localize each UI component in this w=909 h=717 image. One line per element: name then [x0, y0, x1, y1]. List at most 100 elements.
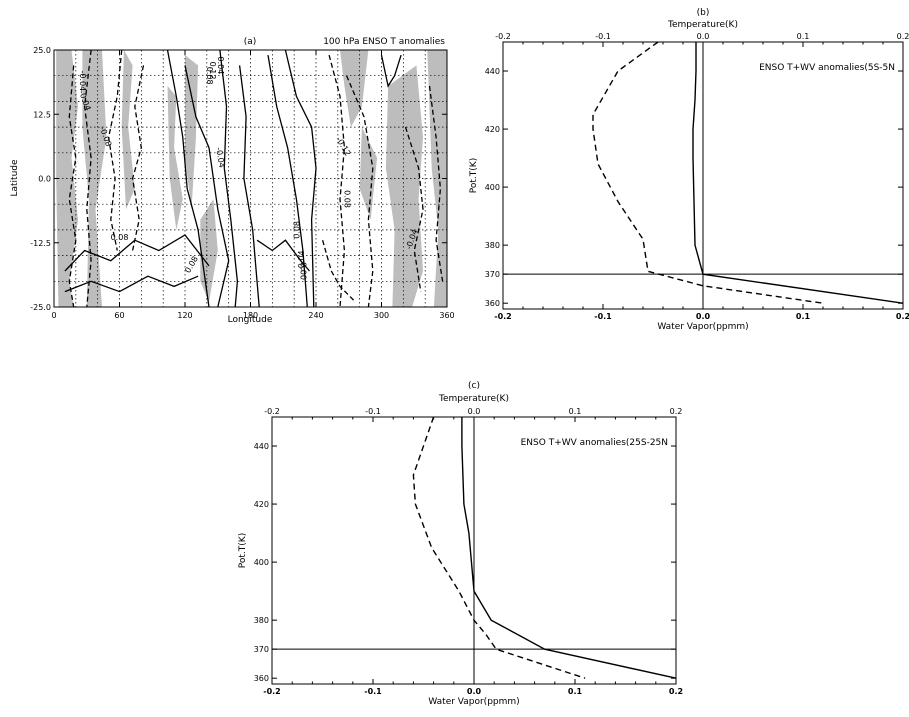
- y-tick-label-b: 420: [485, 125, 500, 134]
- chart-title-a: 100 hPa ENSO T anomalies: [323, 37, 445, 47]
- y-axis-label-a: Latitude: [10, 159, 20, 197]
- panel-label-a: (a): [244, 37, 257, 47]
- y-axis-label-b: Pot.T(K): [469, 158, 479, 193]
- contour-label: 0.08: [205, 67, 214, 85]
- water-vapor-profile-c: [412, 416, 586, 679]
- chart-title-b: ENSO T+WV anomalies(5S-5N: [759, 63, 895, 73]
- contour-line-7: [184, 65, 230, 308]
- x-tick-label-a: 240: [308, 311, 323, 320]
- x-tick-label-a: 120: [177, 311, 192, 320]
- y-axis-label-c: Pot.T(K): [238, 533, 248, 568]
- x-tick-label-top-b: -0.2: [495, 32, 511, 41]
- contour-line-14: [346, 75, 374, 308]
- x-tick-label-bottom-c: -0.1: [364, 687, 382, 696]
- x-tick-label-bottom-b: -0.2: [494, 312, 512, 321]
- contour-label: -0.04: [297, 250, 306, 271]
- y-tick-label-a: 0.0: [38, 175, 51, 184]
- contour-line-12: [256, 239, 310, 272]
- x-tick-label-a: 360: [439, 311, 454, 320]
- y-tick-label-a: -12.5: [30, 239, 51, 248]
- x-tick-label-bottom-b: 0.1: [796, 312, 811, 321]
- x-tick-label-bottom-b: 0.0: [696, 312, 711, 321]
- contour-line-9: [238, 65, 260, 308]
- temperature-profile-c: [461, 417, 677, 679]
- water-vapor-profile-b: [592, 41, 824, 304]
- x-tick-label-top-c: 0.2: [670, 407, 683, 416]
- y-tick-label-b: 370: [485, 270, 500, 279]
- x-axis-label-bottom-b: Water Vapor(ppmm): [657, 322, 748, 332]
- contour-line-0: [68, 65, 77, 308]
- x-tick-label-top-b: 0.0: [697, 32, 710, 41]
- x-tick-label-top-b: 0.1: [797, 32, 810, 41]
- x-axis-label-a: Longitude: [228, 315, 273, 325]
- shaded-region-2: [121, 50, 135, 210]
- x-tick-label-top-c: 0.1: [569, 407, 582, 416]
- contour-line-17: [428, 85, 444, 282]
- shaded-region-7: [359, 127, 378, 220]
- contour-line-15: [321, 240, 356, 303]
- panel-label-c: (c): [468, 381, 480, 391]
- x-tick-label-bottom-c: -0.2: [263, 687, 281, 696]
- contour-label: 0.00: [299, 262, 308, 280]
- contour-line-10: [267, 54, 308, 308]
- contour-line-6: [166, 49, 210, 308]
- contour-line-18: [380, 54, 402, 88]
- x-axis-label-bottom-c: Water Vapor(ppmm): [428, 697, 519, 707]
- contour-label: 0.04: [216, 57, 225, 75]
- x-tick-label-a: 0: [51, 311, 56, 320]
- contour-line-13: [328, 54, 346, 308]
- x-tick-label-top-b: 0.2: [897, 32, 909, 41]
- contour-label: 0.12: [208, 62, 217, 80]
- x-tick-label-bottom-c: 0.2: [669, 687, 683, 696]
- x-tick-label-a: 300: [374, 311, 389, 320]
- chart-title-c: ENSO T+WV anomalies(25S-25N: [521, 438, 668, 448]
- y-tick-label-c: 440: [254, 442, 269, 451]
- contour-line-4: [64, 234, 210, 272]
- y-tick-label-a: -25.0: [30, 303, 51, 312]
- contour-label: 0.08: [111, 233, 129, 242]
- contour-line-1: [83, 49, 92, 308]
- x-axis-label-top-c: Temperature(K): [438, 394, 509, 404]
- x-tick-label-bottom-b: -0.1: [594, 312, 612, 321]
- contour-line-11: [284, 49, 317, 308]
- contour-label: 0.08: [342, 190, 351, 208]
- shaded-region-5: [200, 199, 218, 302]
- x-tick-label-a: 180: [243, 311, 258, 320]
- y-tick-label-c: 380: [254, 616, 269, 625]
- x-axis-label-top-b: Temperature(K): [667, 20, 738, 30]
- contour-label: -0.12: [334, 135, 352, 157]
- y-tick-label-c: 420: [254, 500, 269, 509]
- contour-line-16: [404, 126, 424, 292]
- y-tick-label-b: 380: [485, 241, 500, 250]
- y-tick-label-c: 360: [254, 674, 269, 683]
- y-tick-label-c: 400: [254, 558, 269, 567]
- x-tick-label-top-c: -0.1: [365, 407, 381, 416]
- shaded-region-4: [185, 55, 199, 210]
- contour-label: 0.08: [183, 255, 200, 275]
- x-tick-label-a: 60: [114, 311, 124, 320]
- contour-line-5: [64, 275, 199, 293]
- y-tick-label-a: 12.5: [33, 110, 51, 119]
- contour-line-3: [131, 65, 145, 251]
- contour-line-2: [107, 49, 123, 251]
- x-tick-label-bottom-b: 0.2: [896, 312, 909, 321]
- y-tick-label-b: 400: [485, 183, 500, 192]
- y-tick-label-b: 360: [485, 299, 500, 308]
- x-tick-label-top-b: -0.1: [595, 32, 611, 41]
- temperature-profile-b: [692, 42, 904, 304]
- x-tick-label-top-c: -0.2: [264, 407, 280, 416]
- contour-label: -0.04: [78, 70, 87, 91]
- x-tick-label-bottom-c: 0.1: [568, 687, 583, 696]
- panel-label-b: (b): [697, 8, 710, 18]
- shaded-region-6: [340, 50, 369, 128]
- shaded-region-8: [385, 65, 423, 308]
- x-tick-label-top-c: 0.0: [468, 407, 481, 416]
- y-tick-label-c: 370: [254, 645, 269, 654]
- x-tick-label-bottom-c: 0.0: [467, 687, 482, 696]
- shaded-region-3: [167, 86, 183, 230]
- contour-line-8: [219, 49, 239, 308]
- y-tick-label-a: 25.0: [33, 46, 51, 55]
- contour-label: -0.04: [214, 147, 226, 169]
